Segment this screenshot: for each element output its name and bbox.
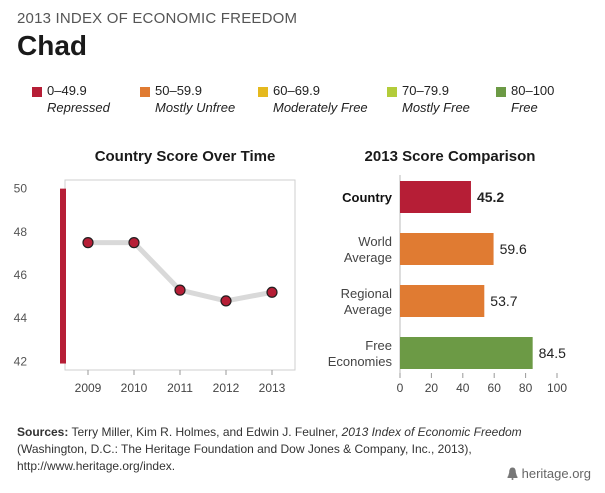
brand-text: heritage.org	[521, 466, 591, 481]
line-chart: 42 44 46 48 50 2009 2010 2011 2012 2013	[14, 179, 296, 395]
y-tick-label: 48	[14, 225, 28, 239]
plot-frame	[64, 179, 296, 371]
x-tick-label: 2010	[121, 381, 148, 395]
category-label: Free	[365, 338, 392, 353]
score-point	[82, 237, 94, 249]
legend-label: Repressed	[47, 100, 110, 115]
category-label: Country	[342, 190, 393, 205]
legend-swatch	[258, 87, 268, 97]
heritage-brand[interactable]: heritage.org	[507, 466, 591, 483]
legend-range: 80–100	[511, 83, 555, 98]
country-title: Chad	[17, 30, 87, 61]
x-tick-label: 60	[488, 381, 502, 395]
sources-text: Terry Miller, Kim R. Holmes, and Edwin J…	[68, 425, 342, 439]
legend-swatch	[140, 87, 150, 97]
legend-swatch	[32, 87, 42, 97]
category-label: Economies	[328, 354, 393, 369]
legend-range: 70–79.9	[402, 83, 449, 98]
category-label: Average	[344, 250, 392, 265]
category-label: Average	[344, 302, 392, 317]
sources-label: Sources:	[17, 425, 69, 439]
legend-label: Mostly Free	[402, 100, 470, 115]
score-point	[128, 237, 140, 249]
x-tick-label: 80	[519, 381, 533, 395]
comparison-bar	[400, 233, 494, 265]
legend-label: Free	[511, 100, 538, 115]
category-label: World	[358, 234, 392, 249]
comparison-bar	[400, 181, 471, 213]
sources-book-title: 2013 Index of Economic Freedom	[341, 425, 522, 439]
legend-swatch	[496, 87, 506, 97]
bar-value-label: 45.2	[477, 189, 504, 205]
x-tick-label: 0	[397, 381, 404, 395]
index-supertitle: 2013 INDEX OF ECONOMIC FREEDOM	[17, 10, 298, 27]
score-point	[266, 286, 278, 298]
y-tick-label: 44	[14, 311, 28, 325]
bar-value-label: 59.6	[500, 241, 527, 257]
legend-range: 0–49.9	[47, 83, 87, 98]
legend-label: Moderately Free	[273, 100, 368, 115]
comparison-bar	[400, 285, 485, 317]
y-tick-label: 42	[14, 354, 28, 368]
x-tick-label: 40	[456, 381, 470, 395]
legend-range: 50–59.9	[155, 83, 202, 98]
liberty-bell-icon	[507, 467, 518, 483]
legend-swatch	[387, 87, 397, 97]
x-tick-label: 100	[547, 381, 567, 395]
bar-chart-title: 2013 Score Comparison	[364, 148, 536, 165]
legend-range: 60–69.9	[273, 83, 320, 98]
x-tick-label: 2012	[213, 381, 240, 395]
x-tick-label: 2013	[259, 381, 286, 395]
line-chart-title: Country Score Over Time	[94, 148, 276, 165]
bar-value-label: 53.7	[490, 293, 517, 309]
x-tick-label: 20	[425, 381, 439, 395]
bar-chart: 45.2Country59.6WorldAverage53.7RegionalA…	[328, 175, 567, 395]
score-point	[220, 295, 232, 307]
category-label: Regional	[341, 286, 392, 301]
sources-note: Sources: Terry Miller, Kim R. Holmes, an…	[17, 424, 592, 475]
sources-text-end: (Washington, D.C.: The Heritage Foundati…	[17, 442, 472, 473]
x-tick-label: 2009	[75, 381, 102, 395]
y-tick-label: 46	[14, 268, 28, 282]
comparison-bar	[400, 337, 533, 369]
x-tick-label: 2011	[167, 381, 193, 395]
y-tick-label: 50	[14, 182, 28, 196]
bar-value-label: 84.5	[539, 345, 566, 361]
repressed-band	[60, 188, 66, 364]
score-point	[174, 284, 186, 296]
legend-label: Mostly Unfree	[155, 100, 236, 115]
